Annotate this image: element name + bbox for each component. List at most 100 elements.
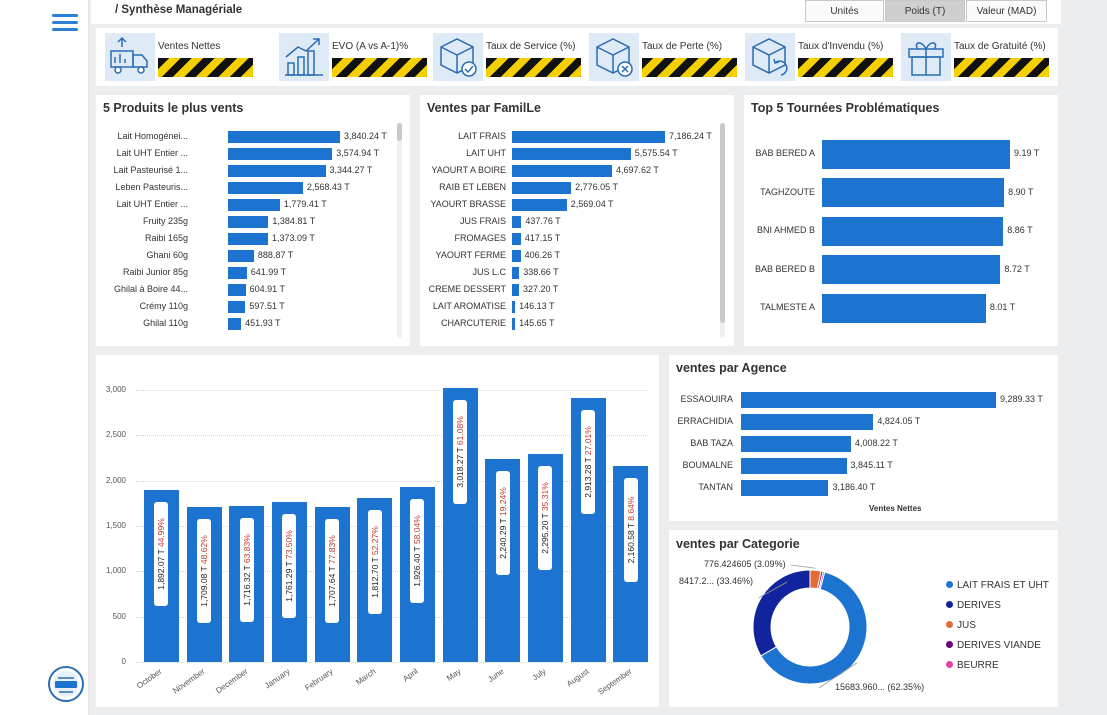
product-value-label: 3,574.94 T [336, 148, 380, 158]
product-value-label: 888.87 T [257, 250, 294, 260]
family-bar[interactable] [512, 216, 522, 228]
family-bar[interactable] [512, 301, 516, 313]
product-bar[interactable] [228, 216, 269, 228]
family-bar[interactable] [512, 131, 665, 143]
legend-item[interactable]: JUS [946, 620, 976, 631]
agency-category-label: ERRACHIDIA [677, 416, 733, 426]
legend-dot [946, 641, 953, 648]
product-category-label: Leben Pasteuris... [115, 182, 188, 192]
family-value-label: 2,776.05 T [575, 182, 618, 192]
family-category-label: JUS FRAIS [459, 216, 506, 226]
family-bar[interactable] [512, 165, 612, 177]
product-bar[interactable] [228, 233, 269, 245]
gridline [136, 480, 648, 482]
tour-bar[interactable] [822, 293, 986, 323]
hamburger-menu-icon[interactable] [52, 14, 78, 32]
family-category-label: YAOURT FERME [435, 250, 506, 260]
family-bar[interactable] [512, 233, 521, 245]
month-data-label-text: 1,707.64 T 77.83% [327, 535, 337, 607]
legend-item[interactable]: LAIT FRAIS ET UHT [946, 580, 1049, 591]
agency-value-label: 3,845.11 T [850, 460, 893, 470]
products-scrollbar[interactable] [397, 123, 402, 141]
families-scrollbar[interactable] [720, 123, 725, 323]
product-bar[interactable] [228, 284, 246, 296]
month-data-label-text: 1,761.29 T 73.50% [284, 530, 295, 603]
y-axis-tick: 3,000 [105, 385, 126, 394]
legend-label: DERIVES [957, 600, 1001, 611]
tour-bar[interactable] [822, 178, 1005, 207]
agency-bar[interactable] [741, 480, 829, 496]
y-axis-tick: 500 [112, 611, 126, 621]
month-pct-label: 35.31% [540, 482, 551, 511]
agency-bar[interactable] [741, 414, 874, 430]
month-data-label-text: 1,926.40 T 58.04% [412, 515, 423, 588]
family-bar[interactable] [512, 182, 572, 194]
tour-bar[interactable] [822, 216, 1004, 246]
product-value-label: 1,373.09 T [272, 233, 315, 243]
product-bar[interactable] [228, 318, 242, 330]
gridline [136, 662, 648, 663]
donut-slice-label: 8417.2... (33.46%) [679, 576, 754, 586]
month-data-label-text: 2,240.29 T 19.24% [497, 487, 508, 559]
family-category-label: LAIT AROMATISE [432, 301, 506, 311]
donut-slice[interactable] [752, 569, 811, 657]
family-bar[interactable] [512, 199, 567, 211]
tour-bar[interactable] [822, 255, 1001, 284]
legend-item[interactable]: DERIVES [946, 600, 1001, 611]
product-bar[interactable] [228, 148, 333, 160]
product-bar[interactable] [228, 250, 254, 262]
month-data-label: 2,240.29 T 19.24% [495, 470, 510, 575]
legend-label: BEURRE [957, 660, 999, 671]
product-category-label: Raibi 165g [144, 233, 188, 243]
month-data-label: 1,707.64 T 77.83% [325, 519, 339, 624]
kpi-placeholder-stripe [486, 58, 581, 77]
kpi-placeholder-stripe [158, 58, 253, 77]
month-pct-label: 44.99% [156, 518, 167, 548]
family-bar[interactable] [512, 250, 521, 262]
tour-category-label: BAB BERED B [754, 263, 815, 274]
toggle-value-button[interactable]: Valeur (MAD) [966, 0, 1047, 22]
gift-icon [901, 33, 951, 81]
family-bar[interactable] [512, 318, 516, 330]
toggle-weight-button[interactable]: Poids (T) [885, 0, 965, 22]
product-category-label: Lait UHT Entier ... [116, 148, 188, 158]
family-bar[interactable] [512, 284, 519, 296]
family-category-label: FROMAGES [454, 233, 506, 243]
month-data-label-text: 1,716.32 T 63.83% [241, 534, 252, 607]
tour-bar[interactable] [822, 139, 1010, 169]
gridline [136, 390, 648, 391]
family-bar[interactable] [512, 267, 520, 279]
agencies-card: ventes par Agence Ventes Nettes ESSAOUIR… [669, 355, 1058, 521]
donut-slice-label: 776.424605 (3.09%) [704, 559, 786, 569]
toggle-units-button[interactable]: Unités [805, 0, 884, 22]
kpi-placeholder-stripe [954, 58, 1049, 77]
categories-title: ventes par Categorie [676, 537, 800, 551]
tour-category-label: TALMESTE A [760, 302, 815, 312]
agencies-title: ventes par Agence [676, 361, 787, 375]
kpi-label: Ventes Nettes [158, 41, 221, 52]
tour-category-label: BAB BERED A [755, 148, 815, 158]
product-bar[interactable] [228, 131, 340, 143]
agency-bar[interactable] [741, 436, 852, 452]
month-data-label: 1,892.07 T 44.99% [154, 502, 169, 607]
product-bar[interactable] [228, 165, 326, 177]
kpi-label: Taux d'Invendu (%) [798, 41, 884, 52]
product-bar[interactable] [228, 182, 303, 194]
agency-value-label: 4,008.22 T [855, 438, 898, 448]
product-bar[interactable] [228, 267, 247, 279]
family-bar[interactable] [512, 148, 631, 160]
donut-slice[interactable] [760, 571, 868, 685]
month-pct-label: 61.08% [455, 416, 465, 446]
agency-bar[interactable] [741, 392, 996, 408]
month-pct-label: 52.27% [369, 525, 380, 555]
agency-bar[interactable] [741, 458, 847, 474]
categories-card: ventes par Categorie 776.424605 (3.09%) 8… [669, 530, 1058, 707]
legend-item[interactable]: DERIVES VIANDE [946, 640, 1041, 651]
agency-value-label: 3,186.40 T [832, 482, 876, 492]
product-bar[interactable] [228, 199, 280, 211]
legend-dot [946, 661, 953, 668]
products-scroll-track[interactable] [397, 123, 402, 338]
families-title: Ventes par FamilLe [427, 101, 541, 115]
legend-item[interactable]: BEURRE [946, 660, 999, 671]
product-bar[interactable] [228, 301, 246, 313]
